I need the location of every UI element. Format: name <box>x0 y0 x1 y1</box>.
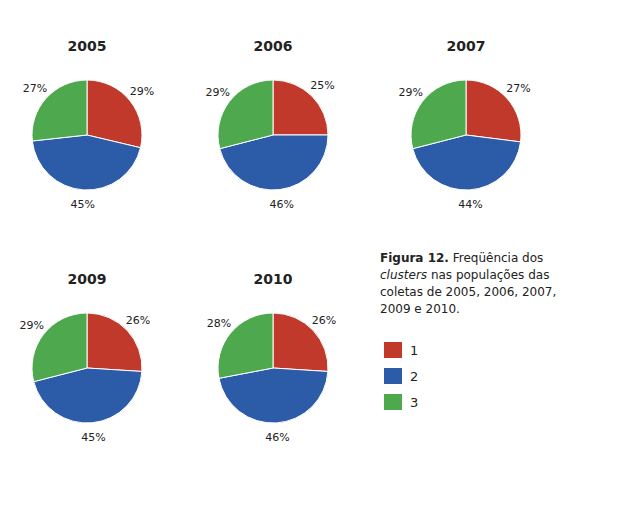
legend-label: 1 <box>410 343 418 358</box>
pie-slice <box>219 368 328 423</box>
annotation: nas populações das <box>427 268 549 282</box>
pie-slice <box>32 135 140 190</box>
pie-chart: 2005 29% 45% 27% <box>23 38 154 211</box>
chart-title: 2006 <box>254 38 293 54</box>
caption-line: 2009 e 2010. <box>380 302 460 316</box>
data-label: 27% <box>506 82 530 95</box>
data-label: 26% <box>312 314 336 327</box>
caption-line: coletas de 2005, 2006, 2007, <box>380 285 556 299</box>
legend-swatch <box>384 342 402 358</box>
pie-chart: 2009 26% 45% 29% <box>19 271 150 444</box>
data-label: 27% <box>23 82 47 95</box>
data-label: 45% <box>70 198 94 211</box>
data-label: 26% <box>126 314 150 327</box>
annotation: clusters <box>380 268 427 282</box>
data-label: 29% <box>398 86 422 99</box>
annotation: 2009 e 2010. <box>380 302 460 316</box>
caption-line: clusters nas populações das <box>380 268 549 282</box>
annotation: Figura 12. <box>380 251 449 265</box>
chart-title: 2005 <box>68 38 107 54</box>
chart-title: 2009 <box>68 271 107 287</box>
chart-title: 2007 <box>447 38 486 54</box>
background <box>0 0 621 508</box>
figure: 200529%45%27%200625%46%29%200727%44%29%2… <box>0 0 621 508</box>
chart-title: 2010 <box>254 271 293 287</box>
data-label: 46% <box>270 198 294 211</box>
annotation: coletas de 2005, 2006, 2007, <box>380 285 556 299</box>
pie-chart: 2007 27% 44% 29% <box>398 38 530 211</box>
legend-label: 3 <box>410 395 418 410</box>
data-label: 46% <box>265 431 289 444</box>
legend-swatch <box>384 368 402 384</box>
annotation: Freqüência dos <box>449 251 543 265</box>
caption-line: Figura 12. Freqüência dos <box>380 251 543 265</box>
data-label: 28% <box>207 317 231 330</box>
data-label: 45% <box>81 431 105 444</box>
data-label: 29% <box>19 319 43 332</box>
legend-label: 2 <box>410 369 418 384</box>
data-label: 44% <box>458 198 482 211</box>
pie-chart: 2010 26% 46% 28% <box>207 271 336 444</box>
data-label: 25% <box>310 79 334 92</box>
legend: 1 2 3 <box>384 342 418 410</box>
data-label: 29% <box>205 86 229 99</box>
data-label: 29% <box>130 85 154 98</box>
legend-swatch <box>384 394 402 410</box>
caption: Figura 12. Freqüência dos clusters nas po… <box>380 251 556 316</box>
pie-chart: 2006 25% 46% 29% <box>205 38 334 211</box>
